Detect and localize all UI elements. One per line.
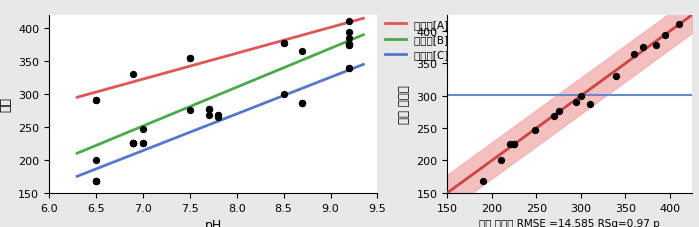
Point [212, 116, 224, 119]
Point [278, 42, 289, 45]
Point [212, 114, 224, 117]
Point [529, 129, 540, 132]
Point [673, 23, 684, 27]
Point [344, 20, 355, 24]
Point [90, 179, 101, 183]
Point [575, 95, 586, 99]
Point [477, 180, 489, 183]
Point [212, 114, 224, 117]
Point [344, 43, 355, 47]
Point [571, 100, 582, 104]
Point [508, 143, 519, 146]
X-axis label: pH: pH [205, 218, 222, 227]
Point [660, 34, 671, 38]
Point [278, 42, 289, 45]
Point [184, 57, 195, 61]
Point [549, 115, 560, 119]
Point [344, 37, 355, 41]
Point [128, 142, 139, 146]
Y-axis label: 炭粒: 炭粒 [0, 97, 13, 112]
Point [504, 142, 515, 146]
Point [297, 101, 308, 105]
Point [90, 99, 101, 102]
Point [344, 44, 355, 47]
Point [344, 67, 355, 70]
Legend: 聚合物[A] 的拟合线, 聚合物[B] 的拟合线, 聚合物[C] 的拟合线: 聚合物[A] 的拟合线, 聚合物[B] 的拟合线, 聚合物[C] 的拟合线 [381, 16, 481, 64]
Y-axis label: 炭粒 实际值: 炭粒 实际值 [398, 85, 411, 124]
Point [495, 159, 506, 163]
Point [128, 141, 139, 145]
Point [90, 179, 101, 183]
Point [344, 31, 355, 35]
Point [90, 179, 101, 183]
Point [128, 141, 139, 145]
Point [137, 128, 148, 131]
Point [184, 57, 195, 61]
Point [297, 50, 308, 54]
Point [203, 108, 214, 111]
Point [508, 143, 519, 146]
Point [344, 44, 355, 47]
Point [203, 114, 214, 117]
Point [344, 43, 355, 47]
Point [137, 142, 148, 146]
Point [344, 67, 355, 71]
Point [278, 93, 289, 96]
Point [203, 108, 214, 111]
Point [137, 142, 148, 146]
Point [651, 44, 662, 48]
Point [128, 142, 139, 146]
Point [628, 53, 640, 56]
Point [90, 158, 101, 162]
Point [584, 103, 596, 106]
Point [297, 101, 308, 105]
Point [184, 109, 195, 113]
Point [128, 73, 139, 77]
Point [90, 99, 101, 102]
Point [128, 142, 139, 146]
Point [553, 109, 564, 113]
X-axis label: 炭粒 预测值 RMSE =14.585 RSq=0.97 p
值= <.0001: 炭粒 预测值 RMSE =14.585 RSq=0.97 p 值= <.0001 [480, 218, 660, 227]
Point [637, 46, 649, 49]
Point [611, 75, 622, 79]
